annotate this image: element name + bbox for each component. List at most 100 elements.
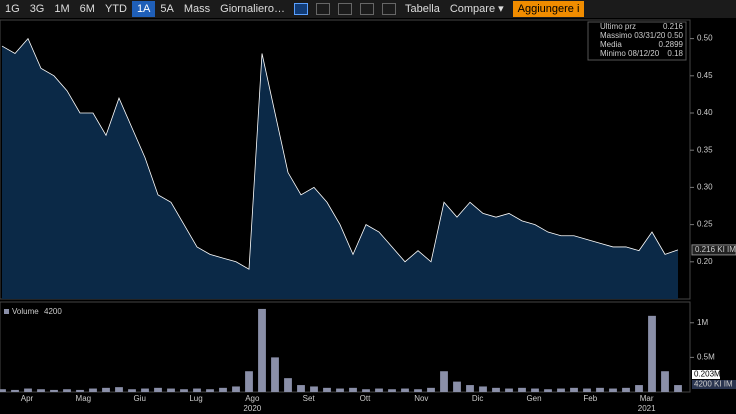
volume-bar	[453, 381, 461, 392]
x-tick-label: Mar	[640, 394, 654, 403]
volume-bar	[115, 387, 123, 392]
volume-bar	[557, 388, 565, 392]
volume-bar	[24, 388, 32, 392]
y-tick-label: 0.40	[697, 108, 713, 117]
legend-value: 0.18	[667, 49, 683, 58]
volume-bar	[609, 388, 617, 392]
chart-style-icon[interactable]	[315, 3, 330, 15]
volume-bar	[11, 389, 19, 392]
y-tick-label: 0.25	[697, 220, 713, 229]
chart-style-icon[interactable]	[359, 3, 374, 15]
year-label: 2020	[243, 404, 261, 413]
volume-bar	[479, 386, 487, 392]
volume-bar	[362, 389, 370, 392]
period-tab[interactable]: 6M	[79, 3, 95, 15]
volume-bar	[0, 389, 6, 392]
period-tab[interactable]: 5A	[160, 3, 174, 15]
volume-bar	[648, 315, 656, 392]
period-tab[interactable]: YTD	[104, 3, 127, 15]
toolbar-button[interactable]: Compare ▾	[449, 3, 504, 15]
volume-bar	[674, 385, 682, 392]
period-tab[interactable]: 1G	[5, 3, 20, 15]
volume-bar	[622, 387, 630, 392]
volume-bar	[50, 389, 58, 392]
volume-bar	[349, 387, 357, 392]
search-field[interactable]: Aggiungere i	[512, 1, 585, 17]
y-tick-label: 1M	[697, 318, 708, 327]
volume-bar	[661, 371, 669, 392]
last-price-tag	[691, 244, 736, 256]
y-tick-label: 0.5M	[697, 352, 715, 361]
avg-label: 0.203M	[694, 370, 721, 379]
volume-bar	[596, 387, 604, 392]
chart-style-icon[interactable]	[337, 3, 352, 15]
x-tick-label: Giu	[133, 394, 145, 403]
chart-style-icon[interactable]	[293, 3, 308, 15]
x-tick-label: Apr	[21, 394, 34, 403]
x-tick-label: Ago	[245, 394, 260, 403]
legend-label: Media	[600, 40, 622, 49]
legend-value: 0.50	[667, 31, 683, 40]
toolbar-button[interactable]: Tabella	[404, 3, 440, 15]
y-tick-label: 0.45	[697, 71, 713, 80]
last-price-label: 0.216 KI IM	[695, 245, 736, 254]
volume-bar	[89, 388, 97, 392]
y-tick-label: 0.20	[697, 257, 713, 266]
volume-bar	[37, 389, 45, 392]
volume-value: 4200	[44, 307, 62, 316]
period-tab[interactable]: Mass	[183, 3, 211, 15]
volume-bar	[375, 388, 383, 392]
volume-bar	[76, 389, 84, 392]
volume-bar	[531, 388, 539, 392]
chart-style-icon[interactable]	[381, 3, 396, 15]
x-tick-label: Mag	[76, 394, 92, 403]
volume-bar	[102, 387, 110, 392]
avg-tag	[692, 370, 720, 379]
volume-bar	[570, 387, 578, 392]
volume-bar	[63, 389, 71, 392]
volume-bar	[232, 386, 240, 392]
volume-bar	[258, 308, 266, 392]
x-tick-label: Set	[303, 394, 316, 403]
x-tick-label: Lug	[189, 394, 202, 403]
legend-swatch	[4, 309, 9, 314]
period-tab[interactable]: 1M	[54, 3, 70, 15]
x-tick-label: Nov	[414, 394, 428, 403]
volume-bar	[245, 371, 253, 392]
legend-value: 0.2899	[659, 40, 684, 49]
toolbar: 1G 3G 1M 6M YTD 1A 5A Mass Giornaliero… Tabella Co…	[0, 0, 736, 18]
volume-bar	[466, 385, 474, 392]
volume-bar	[219, 387, 227, 392]
period-tab[interactable]: 1A	[131, 1, 156, 17]
y-tick-label: 0.35	[697, 145, 713, 154]
volume-panel	[0, 301, 691, 393]
period-tab[interactable]: Giornaliero…	[220, 3, 285, 15]
period-tab[interactable]: 3G	[29, 3, 45, 15]
volume-bar	[310, 386, 318, 392]
legend-label: Massimo 03/31/20	[600, 31, 666, 40]
volume-bar	[427, 387, 435, 392]
price-line	[1, 37, 679, 270]
volume-bar	[414, 389, 422, 392]
x-tick-label: Ott	[360, 394, 371, 403]
legend-box	[587, 21, 687, 61]
last-volume-tag	[692, 380, 736, 389]
volume-bar	[206, 389, 214, 392]
volume-bar	[323, 387, 331, 392]
volume-bar	[544, 389, 552, 392]
volume-title: Volume	[12, 307, 39, 316]
volume-bar	[635, 385, 643, 392]
last-volume-label: 4200 KI IM	[694, 380, 733, 389]
price-area	[2, 38, 678, 299]
volume-bar	[193, 388, 201, 392]
x-tick-label: Dic	[472, 394, 484, 403]
volume-bar	[154, 387, 162, 392]
chart: 0.50 0.45 0.40 0.35 0.30 0.25 0.20 0.216 KI IM U…	[0, 19, 736, 413]
volume-bar	[492, 387, 500, 392]
volume-bar	[141, 388, 149, 392]
y-tick-label: 0.30	[697, 183, 713, 192]
legend-value: 0.216	[663, 22, 684, 31]
volume-bar	[297, 385, 305, 392]
volume-bar	[128, 389, 136, 392]
